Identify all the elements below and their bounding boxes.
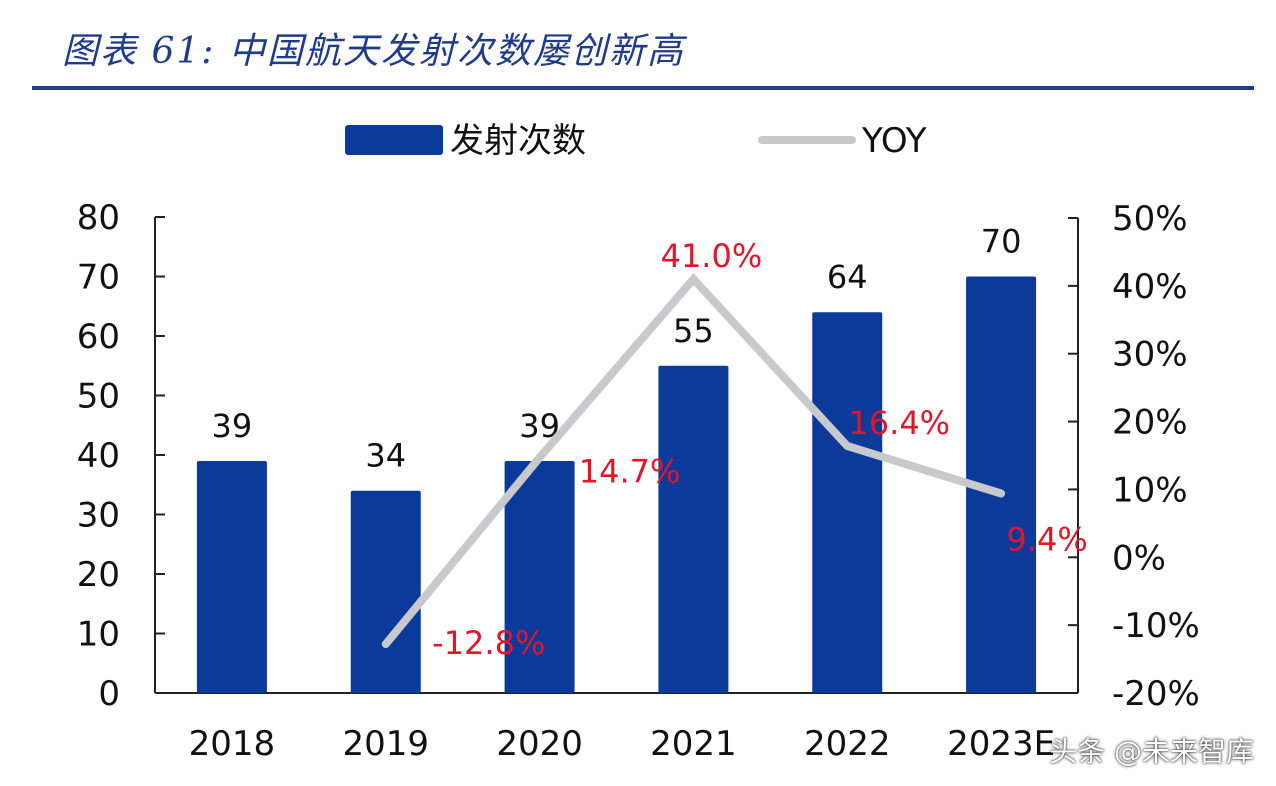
x-tick-label: 2023E xyxy=(947,724,1055,764)
x-tick-label: 2018 xyxy=(189,724,276,764)
legend: 发射次数 YOY xyxy=(345,121,927,161)
bar-value-label: 70 xyxy=(981,223,1022,261)
left-tick-label: 60 xyxy=(77,317,120,357)
axes: 0 10 20 30 40 50 60 70 80 -20% -10% 0% 10% 20% 30% 40% 5… xyxy=(77,198,1200,764)
left-tick-label: 10 xyxy=(77,615,120,655)
bar xyxy=(196,460,267,693)
x-tick-label: 2020 xyxy=(496,724,583,764)
yoy-value-label: -12.8% xyxy=(432,624,545,662)
bar xyxy=(812,312,883,693)
legend-label-launches: 发射次数 xyxy=(450,121,586,161)
right-tick-label: -20% xyxy=(1112,674,1200,714)
left-tick-label: 20 xyxy=(77,555,120,595)
yoy-value-label: 16.4% xyxy=(848,404,950,442)
bar xyxy=(658,365,729,693)
x-tick-label: 2021 xyxy=(650,724,737,764)
yoy-line xyxy=(381,273,1006,649)
yoy-labels: -12.8% 14.7% 41.0% 16.4% 9.4% xyxy=(432,237,1088,662)
left-tick-label: 40 xyxy=(77,436,120,476)
bar-value-label: 64 xyxy=(827,258,868,296)
title-rule xyxy=(32,86,1254,90)
right-tick-label: 30% xyxy=(1112,335,1188,375)
bar-series xyxy=(196,276,1037,693)
bar-value-label: 39 xyxy=(212,407,253,445)
left-tick-label: 50 xyxy=(77,377,120,417)
x-tick-label: 2022 xyxy=(804,724,891,764)
legend-swatch-launches xyxy=(345,125,443,155)
figure-title: 图表 61: 中国航天发射次数屡创新高 xyxy=(62,31,685,72)
yoy-value-label: 14.7% xyxy=(579,453,681,491)
x-tick-label: 2019 xyxy=(342,724,429,764)
right-tick-label: 20% xyxy=(1112,403,1188,443)
bar xyxy=(504,460,575,693)
bar-value-label: 34 xyxy=(365,437,406,475)
right-tick-label: -10% xyxy=(1112,606,1200,646)
left-tick-label: 70 xyxy=(77,258,120,298)
left-tick-label: 0 xyxy=(98,674,120,714)
left-tick-label: 80 xyxy=(77,198,120,238)
right-tick-label: 10% xyxy=(1112,470,1188,510)
watermark: 头条 @未来智库 xyxy=(1049,735,1254,768)
bar xyxy=(966,276,1037,693)
yoy-value-label: 9.4% xyxy=(1006,521,1087,559)
legend-label-yoy: YOY xyxy=(861,121,927,161)
right-tick-label: 0% xyxy=(1112,538,1166,578)
yoy-series xyxy=(381,273,1006,649)
bar xyxy=(350,490,421,693)
right-tick-label: 40% xyxy=(1112,267,1188,307)
bar-value-label: 55 xyxy=(673,312,714,350)
yoy-value-label: 41.0% xyxy=(661,237,763,275)
left-tick-label: 30 xyxy=(77,496,120,536)
right-tick-label: 50% xyxy=(1112,199,1188,239)
